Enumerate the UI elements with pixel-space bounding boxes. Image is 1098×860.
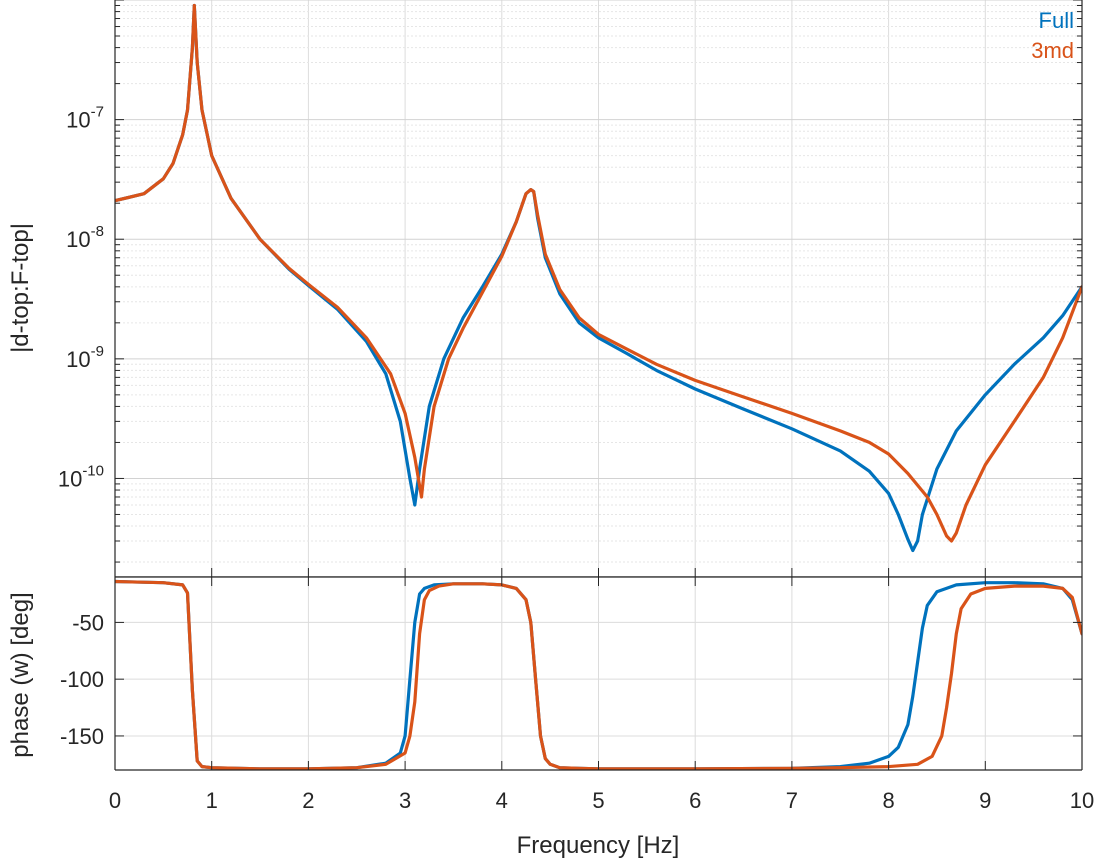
phase-y-axis-label: phase (w) [deg] (7, 592, 34, 757)
phase-lines (115, 579, 1082, 770)
phase-y-tick-label: -50 (72, 610, 104, 635)
legend-entry-full: Full (1039, 8, 1074, 33)
tick-exponent: -10 (82, 462, 104, 479)
phase-tick-labels: -150 -100 -50 0 1 2 3 4 5 6 7 8 9 10 (60, 610, 1094, 813)
tick-exponent: -8 (91, 223, 104, 240)
x-tick-label: 10 (1070, 788, 1094, 813)
legend: Full 3md (1031, 8, 1074, 63)
magnitude-y-tick-label: 10-8 (66, 223, 104, 252)
phase-y-tick-label: -100 (60, 667, 104, 692)
tick-base: 10 (66, 227, 90, 252)
magnitude-y-tick-label: 10-10 (58, 462, 104, 491)
magnitude-lines (115, 3, 1082, 553)
legend-entry-3md: 3md (1031, 38, 1074, 63)
magnitude-y-tick-label: 10-9 (66, 343, 104, 372)
x-tick-label: 4 (496, 788, 508, 813)
phase-y-tick-label: -150 (60, 724, 104, 749)
x-tick-label: 3 (399, 788, 411, 813)
x-tick-label: 8 (882, 788, 894, 813)
tick-base: 10 (66, 108, 90, 133)
tick-exponent: -7 (91, 104, 104, 121)
x-tick-label: 5 (592, 788, 604, 813)
tick-base: 10 (58, 466, 82, 491)
x-tick-label: 7 (786, 788, 798, 813)
magnitude-grid (114, 0, 1083, 577)
tick-base: 10 (66, 347, 90, 372)
x-tick-label: 0 (109, 788, 121, 813)
magnitude-series-3md (115, 3, 1082, 543)
magnitude-y-tick-label: 10-7 (66, 104, 104, 133)
x-tick-label: 2 (302, 788, 314, 813)
phase-series-3md (115, 579, 1082, 770)
phase-plot: -150-100-500 1 2 3 4 5 6 7 8 9 10 phase (w) [deg] … (7, 576, 1094, 859)
x-tick-label: 1 (206, 788, 218, 813)
tick-exponent: -9 (91, 343, 104, 360)
magnitude-y-axis-label: |d-top:F-top| (7, 223, 34, 353)
x-axis-label: Frequency [Hz] (517, 832, 680, 859)
x-tick-label: 9 (979, 788, 991, 813)
phase-axes (114, 576, 1083, 771)
x-tick-label: 6 (689, 788, 701, 813)
